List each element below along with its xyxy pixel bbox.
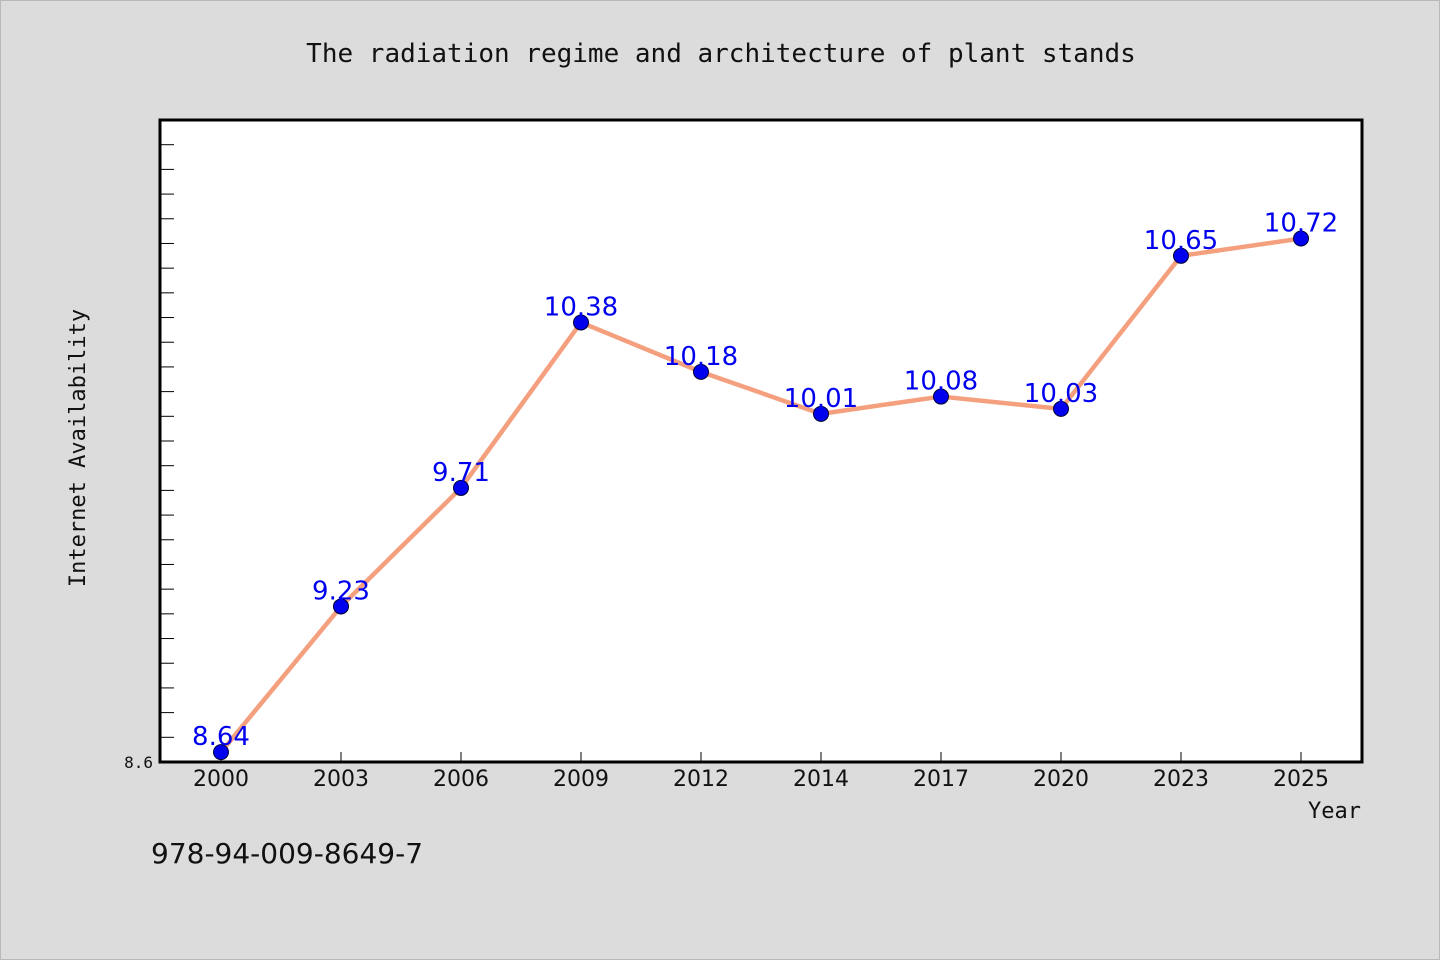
x-axis-title: Year [1308,799,1361,824]
x-tick-label: 2023 [1153,767,1209,792]
x-tick-label: 2017 [913,767,969,792]
data-point [813,405,829,422]
data-point [1173,247,1189,264]
data-points [213,230,1309,761]
data-point [1293,230,1309,247]
data-point [693,363,709,380]
data-label: 9.23 [312,576,370,606]
data-label: 10.72 [1264,209,1338,239]
data-point [933,388,949,405]
chart-title: The radiation regime and architecture of… [306,39,1136,69]
x-tick-label: 2000 [193,767,249,792]
x-tick-label: 2003 [313,767,369,792]
data-label: 10.65 [1144,226,1218,256]
data-label: 8.64 [192,722,250,752]
data-label: 10.18 [664,342,738,372]
data-labels: 8.64 9.23 9.71 10.38 10.18 10.01 10.08 10.03 10.… [192,209,1338,753]
x-tick-label: 2012 [673,767,729,792]
data-label: 9.71 [432,458,490,488]
x-tick-label: 2025 [1273,767,1329,792]
data-point [213,744,229,761]
isbn-text: 978-94-009-8649-7 [151,837,423,870]
x-tick-label: 2014 [793,767,849,792]
x-tick-label: 2009 [553,767,609,792]
series-line [218,236,1304,755]
plot-area [158,118,1364,764]
y-tick-label: 8.6 [124,753,153,772]
data-point [573,314,589,331]
data-label: 10.03 [1024,379,1098,409]
x-tick-label: 2020 [1033,767,1089,792]
y-axis-ticks: 8.6 [124,144,174,772]
data-label: 10.01 [784,384,858,414]
data-label: 10.38 [544,292,618,322]
data-point [333,598,349,615]
data-point [453,479,469,496]
data-point [1053,400,1069,417]
x-tick-label: 2006 [433,767,489,792]
data-label: 10.08 [904,367,978,397]
y-axis-title: Internet Availability [66,309,91,587]
x-axis-ticks: 2000 2003 2006 2009 2012 2014 2017 2020 2023 2025 [193,752,1329,792]
